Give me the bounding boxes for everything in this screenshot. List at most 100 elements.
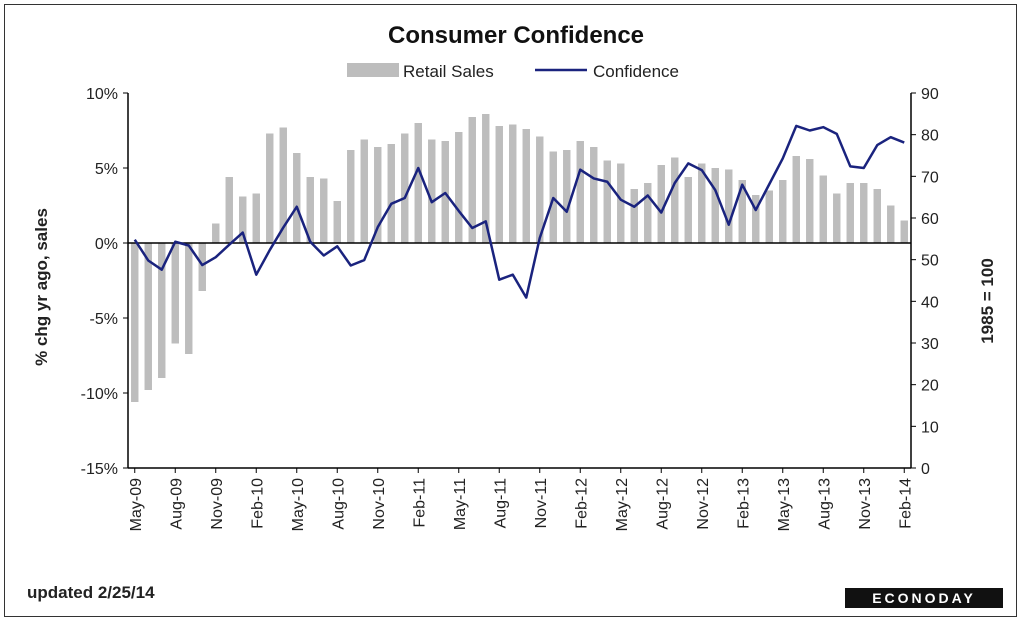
- retail-sales-bar-sep-12: [671, 157, 679, 243]
- x-tick-label: Nov-12: [695, 478, 712, 530]
- x-tick-label: Nov-10: [371, 478, 388, 530]
- chart-frame: Consumer Confidence Retail Sales Confide…: [4, 4, 1017, 617]
- retail-sales-bar-aug-12: [657, 165, 665, 243]
- right-axis-ticks: 90 80 70 60 50 40 30 20 10 0: [911, 86, 939, 478]
- retail-sales-bar-oct-11: [522, 129, 530, 243]
- retail-sales-bar-jan-10: [239, 196, 247, 243]
- retail-sales-bar-may-12: [617, 163, 625, 243]
- right-tick-label: 10: [921, 419, 939, 436]
- retail-sales-bar-feb-13: [738, 180, 746, 243]
- x-axis-ticks: May-09 Aug-09 Nov-09 Feb-10 May-10 Aug-10 Nov-…: [128, 468, 914, 531]
- x-tick-label: Feb-11: [411, 478, 428, 528]
- retail-sales-bar-sep-09: [185, 243, 193, 354]
- retail-sales-bar-nov-09: [212, 223, 220, 243]
- confidence-line-layer: [133, 124, 905, 299]
- retail-sales-bar-oct-10: [360, 139, 368, 243]
- retail-sales-bar-feb-10: [252, 193, 260, 243]
- left-tick-label: 0%: [95, 236, 118, 253]
- left-axis-title: % chg yr ago, sales: [32, 208, 51, 366]
- legend-swatch-retail-sales: [347, 63, 399, 77]
- retail-sales-bar-mar-13: [752, 195, 760, 243]
- econoday-logo-bg: [845, 588, 1003, 608]
- retail-sales-bar-jul-10: [320, 178, 328, 243]
- consumer-confidence-chart: Consumer Confidence Retail Sales Confide…: [27, 22, 1003, 608]
- right-tick-label: 90: [921, 86, 939, 103]
- retail-sales-bar-may-10: [293, 153, 301, 243]
- retail-sales-bar-jan-14: [887, 205, 895, 243]
- retail-sales-bar-feb-11: [414, 123, 422, 243]
- legend-label-retail-sales: Retail Sales: [403, 62, 494, 81]
- retail-sales-bar-jul-11: [482, 114, 490, 243]
- retail-sales-bar-jun-13: [792, 156, 800, 243]
- x-tick-label: Aug-11: [492, 478, 509, 529]
- retail-sales-bar-jan-13: [725, 169, 733, 243]
- right-tick-label: 40: [921, 294, 939, 311]
- x-tick-label: Aug-10: [330, 478, 347, 530]
- left-tick-label: 5%: [95, 161, 118, 178]
- x-tick-label: May-12: [614, 478, 631, 531]
- retail-sales-bar-jul-12: [644, 183, 652, 243]
- x-tick-label: May-10: [290, 478, 307, 531]
- retail-sales-bar-jan-11: [401, 133, 409, 243]
- retail-sales-bar-oct-09: [198, 243, 206, 291]
- retail-sales-bar-nov-10: [374, 147, 382, 243]
- updated-date: updated 2/25/14: [27, 583, 155, 602]
- left-tick-label: 10%: [86, 86, 118, 103]
- right-tick-label: 30: [921, 336, 939, 353]
- retail-sales-bar-jul-13: [806, 159, 814, 243]
- retail-sales-bar-dec-09: [225, 177, 233, 243]
- retail-sales-bar-feb-12: [576, 141, 584, 243]
- chart-title: Consumer Confidence: [388, 22, 644, 49]
- retail-sales-bar-jan-12: [563, 150, 571, 243]
- retail-sales-bar-sep-10: [347, 150, 355, 243]
- x-tick-label: Feb-12: [573, 478, 590, 529]
- x-tick-label: Aug-12: [654, 478, 671, 530]
- retail-sales-bar-aug-09: [171, 243, 179, 344]
- retail-sales-bar-jun-10: [306, 177, 314, 243]
- axes: [127, 93, 912, 469]
- right-tick-label: 50: [921, 253, 939, 270]
- right-tick-label: 70: [921, 169, 939, 186]
- retail-sales-bar-mar-11: [428, 139, 436, 243]
- retail-sales-bar-mar-12: [590, 147, 598, 243]
- retail-sales-bar-jul-09: [158, 243, 166, 378]
- retail-sales-bar-dec-12: [711, 168, 719, 243]
- left-axis-ticks: 10% 5% 0% -5% -10% -15%: [81, 86, 128, 478]
- right-tick-label: 80: [921, 128, 939, 145]
- retail-sales-bar-aug-10: [333, 201, 341, 243]
- right-axis-title: 1985 = 100: [978, 258, 997, 344]
- retail-sales-bar-nov-12: [698, 163, 706, 243]
- retail-sales-bar-may-11: [455, 132, 463, 243]
- retail-sales-bar-dec-13: [873, 189, 881, 243]
- retail-sales-bar-mar-10: [266, 133, 274, 243]
- left-tick-label: -15%: [81, 461, 118, 478]
- retail-sales-bar-apr-12: [603, 160, 611, 243]
- retail-sales-bar-oct-13: [846, 183, 854, 243]
- right-tick-label: 60: [921, 211, 939, 228]
- retail-sales-bar-may-13: [779, 180, 787, 243]
- retail-sales-bar-jun-09: [144, 243, 152, 390]
- retail-sales-bar-sep-11: [509, 124, 517, 243]
- retail-sales-bar-apr-13: [765, 190, 773, 243]
- retail-sales-bar-sep-13: [833, 193, 841, 243]
- x-tick-label: Feb-10: [249, 478, 266, 529]
- legend-label-confidence: Confidence: [593, 62, 679, 81]
- x-tick-label: Nov-13: [857, 478, 874, 530]
- retail-sales-bar-jun-12: [630, 189, 638, 243]
- econoday-logo: ECONODAY: [872, 590, 976, 606]
- right-tick-label: 20: [921, 378, 939, 395]
- left-tick-label: -10%: [81, 386, 118, 403]
- x-tick-label: Aug-09: [168, 478, 185, 530]
- x-tick-label: Nov-11: [533, 478, 550, 528]
- x-tick-label: May-09: [128, 478, 145, 531]
- left-tick-label: -5%: [90, 311, 118, 328]
- x-tick-label: Feb-13: [735, 478, 752, 529]
- retail-sales-bar-may-09: [131, 243, 139, 402]
- retail-sales-bar-aug-13: [819, 175, 827, 243]
- x-tick-label: May-11: [452, 478, 469, 530]
- retail-sales-bar-aug-11: [495, 126, 503, 243]
- retail-sales-bar-dec-10: [387, 144, 395, 243]
- retail-sales-bars: [131, 114, 908, 402]
- x-tick-label: Feb-14: [897, 478, 914, 529]
- x-tick-label: Nov-09: [209, 478, 226, 530]
